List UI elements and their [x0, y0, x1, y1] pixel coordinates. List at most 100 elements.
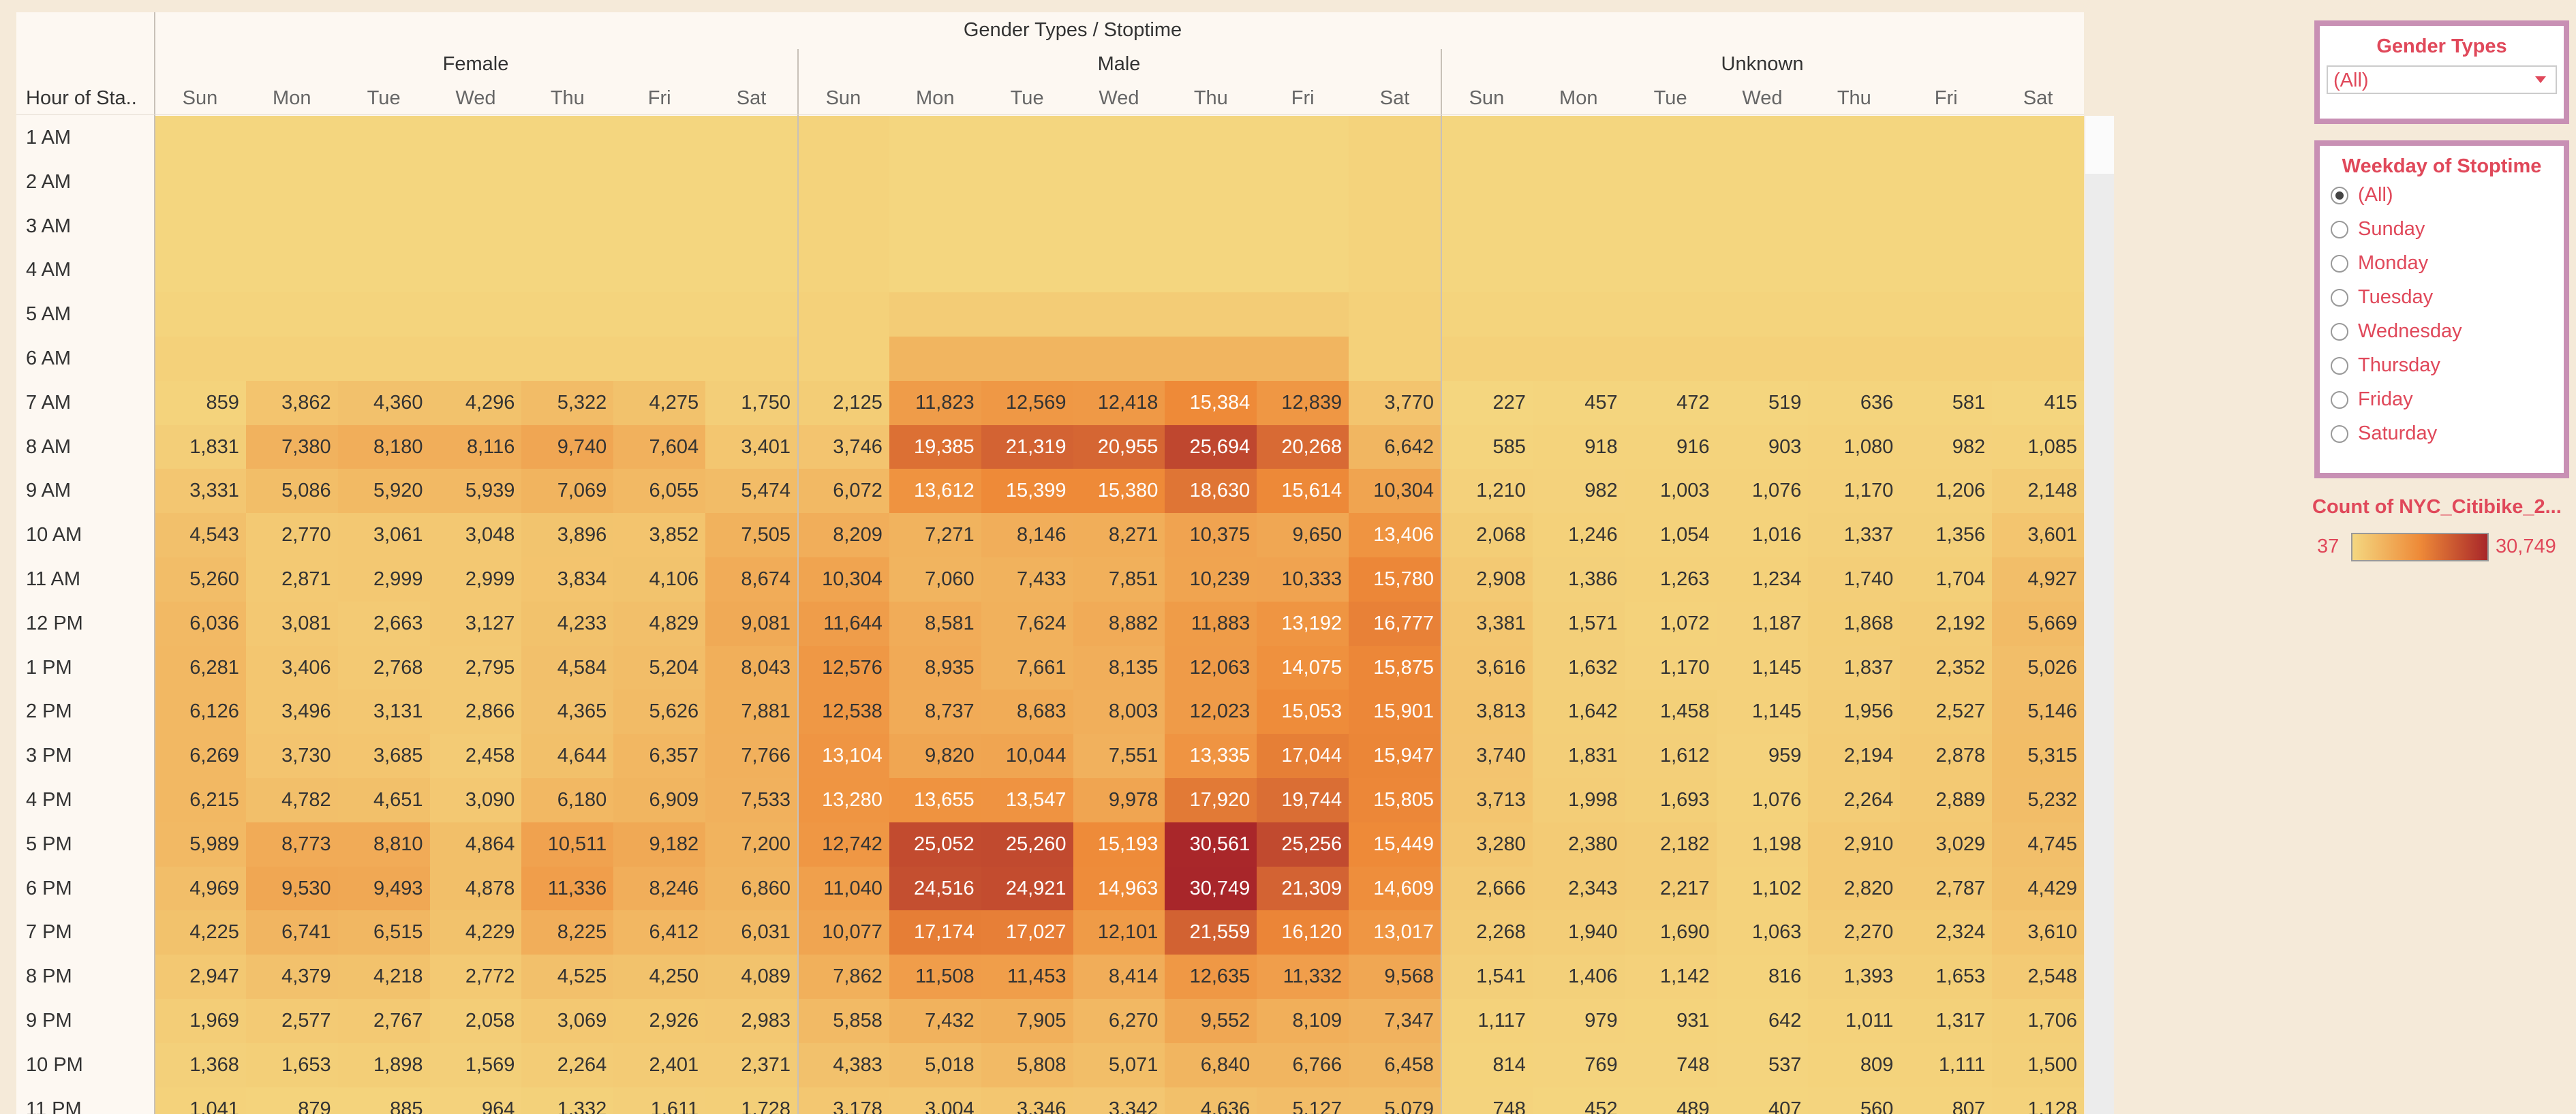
heatmap-cell[interactable] — [1349, 337, 1441, 382]
heatmap-cell[interactable] — [1532, 999, 1625, 1044]
heatmap-cell[interactable] — [889, 248, 982, 294]
heatmap-cell[interactable] — [1900, 866, 1993, 912]
heatmap-cell[interactable] — [1900, 469, 1993, 514]
heatmap-cell[interactable] — [1073, 822, 1166, 867]
heatmap-cell[interactable] — [1808, 292, 1901, 337]
heatmap-cell[interactable] — [797, 645, 890, 691]
heatmap-cell[interactable] — [705, 380, 798, 426]
heatmap-cell[interactable] — [1440, 469, 1533, 514]
heatmap-cell[interactable] — [613, 424, 707, 470]
heatmap-cell[interactable] — [429, 601, 523, 647]
heatmap-cell[interactable] — [797, 116, 890, 161]
heatmap-cell[interactable] — [705, 866, 798, 912]
heatmap-cell[interactable] — [337, 1087, 431, 1114]
heatmap-cell[interactable] — [981, 822, 1074, 867]
weekday-option[interactable]: Thursday — [2331, 354, 2440, 377]
heatmap-cell[interactable] — [154, 778, 247, 823]
heatmap-cell[interactable] — [889, 424, 982, 470]
heatmap-cell[interactable] — [889, 1087, 982, 1114]
heatmap-cell[interactable] — [1440, 778, 1533, 823]
heatmap-cell[interactable] — [1440, 557, 1533, 602]
heatmap-cell[interactable] — [1257, 1042, 1350, 1088]
heatmap-cell[interactable] — [889, 999, 982, 1044]
heatmap-cell[interactable] — [154, 116, 247, 161]
heatmap-cell[interactable] — [705, 645, 798, 691]
heatmap-cell[interactable] — [1165, 734, 1258, 779]
heatmap-cell[interactable] — [797, 955, 890, 1000]
heatmap-cell[interactable] — [981, 116, 1074, 161]
radio-button[interactable] — [2331, 186, 2348, 204]
heatmap-cell[interactable] — [1165, 690, 1258, 735]
heatmap-cell[interactable] — [1165, 116, 1258, 161]
heatmap-cell[interactable] — [521, 248, 615, 294]
heatmap-cell[interactable] — [1624, 380, 1717, 426]
heatmap-cell[interactable] — [1808, 645, 1901, 691]
heatmap-cell[interactable] — [613, 380, 707, 426]
heatmap-cell[interactable] — [1073, 910, 1166, 956]
heatmap-cell[interactable] — [1716, 955, 1809, 1000]
heatmap-cell[interactable] — [1808, 116, 1901, 161]
heatmap-cell[interactable] — [1716, 645, 1809, 691]
heatmap-cell[interactable] — [889, 1042, 982, 1088]
heatmap-cell[interactable] — [337, 955, 431, 1000]
heatmap-cell[interactable] — [1992, 204, 2084, 249]
weekday-option[interactable]: (All) — [2331, 184, 2393, 206]
heatmap-cell[interactable] — [1165, 424, 1258, 470]
heatmap-cell[interactable] — [1165, 822, 1258, 867]
heatmap-cell[interactable] — [429, 380, 523, 426]
weekday-option[interactable]: Wednesday — [2331, 320, 2462, 343]
heatmap-cell[interactable] — [1165, 645, 1258, 691]
heatmap-cell[interactable] — [705, 1042, 798, 1088]
heatmap-cell[interactable] — [1624, 1087, 1717, 1114]
heatmap-cell[interactable] — [613, 1042, 707, 1088]
heatmap-cell[interactable] — [1900, 734, 1993, 779]
heatmap-cell[interactable] — [154, 292, 247, 337]
heatmap-cell[interactable] — [1165, 866, 1258, 912]
heatmap-cell[interactable] — [1624, 248, 1717, 294]
heatmap-cell[interactable] — [1808, 734, 1901, 779]
heatmap-cell[interactable] — [981, 469, 1074, 514]
heatmap-cell[interactable] — [1532, 601, 1625, 647]
heatmap-cell[interactable] — [245, 645, 339, 691]
heatmap-cell[interactable] — [981, 601, 1074, 647]
heatmap-cell[interactable] — [337, 645, 431, 691]
heatmap-cell[interactable] — [1992, 513, 2084, 558]
heatmap-cell[interactable] — [1900, 380, 1993, 426]
heatmap-cell[interactable] — [337, 204, 431, 249]
heatmap-cell[interactable] — [1900, 513, 1993, 558]
heatmap-cell[interactable] — [705, 116, 798, 161]
heatmap-cell[interactable] — [1716, 1087, 1809, 1114]
heatmap-cell[interactable] — [1992, 690, 2084, 735]
heatmap-cell[interactable] — [981, 690, 1074, 735]
heatmap-cell[interactable] — [889, 866, 982, 912]
heatmap-cell[interactable] — [1992, 734, 2084, 779]
heatmap-cell[interactable] — [613, 734, 707, 779]
heatmap-cell[interactable] — [1900, 557, 1993, 602]
weekday-option[interactable]: Tuesday — [2331, 286, 2433, 309]
heatmap-cell[interactable] — [1349, 601, 1441, 647]
heatmap-cell[interactable] — [1992, 822, 2084, 867]
heatmap-cell[interactable] — [1716, 690, 1809, 735]
heatmap-cell[interactable] — [1349, 1042, 1441, 1088]
heatmap-cell[interactable] — [521, 380, 615, 426]
heatmap-cell[interactable] — [1440, 159, 1533, 205]
heatmap-cell[interactable] — [245, 778, 339, 823]
heatmap-cell[interactable] — [1349, 116, 1441, 161]
heatmap-cell[interactable] — [1165, 292, 1258, 337]
heatmap-cell[interactable] — [429, 116, 523, 161]
heatmap-cell[interactable] — [154, 601, 247, 647]
heatmap-cell[interactable] — [245, 690, 339, 735]
heatmap-cell[interactable] — [245, 159, 339, 205]
heatmap-cell[interactable] — [1532, 866, 1625, 912]
heatmap-cell[interactable] — [1349, 380, 1441, 426]
heatmap-cell[interactable] — [1808, 690, 1901, 735]
heatmap-cell[interactable] — [797, 910, 890, 956]
heatmap-cell[interactable] — [1624, 601, 1717, 647]
heatmap-cell[interactable] — [521, 778, 615, 823]
heatmap-cell[interactable] — [154, 159, 247, 205]
heatmap-cell[interactable] — [1257, 910, 1350, 956]
heatmap-cell[interactable] — [889, 292, 982, 337]
heatmap-cell[interactable] — [797, 469, 890, 514]
heatmap-cell[interactable] — [1165, 778, 1258, 823]
heatmap-cell[interactable] — [337, 778, 431, 823]
